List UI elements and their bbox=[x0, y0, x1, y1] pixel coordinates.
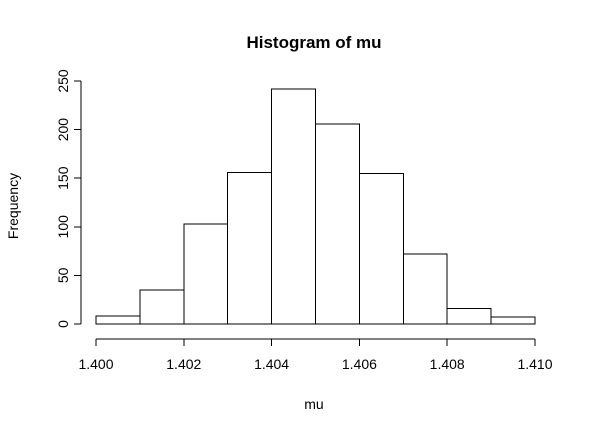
histogram-bar bbox=[183, 223, 229, 325]
histogram-bar bbox=[490, 316, 536, 325]
y-tick-label: 150 bbox=[55, 166, 71, 190]
y-tick-label: 200 bbox=[55, 118, 71, 142]
y-axis: 0 50 100 150 200 250 bbox=[55, 69, 82, 328]
x-tick-label: 1.410 bbox=[517, 356, 552, 372]
histogram-bar bbox=[446, 307, 492, 325]
x-tick-label: 1.406 bbox=[342, 356, 377, 372]
y-tick-label: 50 bbox=[55, 267, 71, 283]
histogram-bar bbox=[315, 123, 360, 325]
histogram-bar bbox=[139, 289, 185, 325]
x-axis-label: mu bbox=[304, 396, 323, 412]
histogram-bar bbox=[358, 172, 404, 325]
chart-title: Histogram of mu bbox=[246, 33, 381, 52]
y-tick-label: 100 bbox=[55, 215, 71, 239]
histogram-bar bbox=[271, 88, 317, 325]
x-tick-label: 1.408 bbox=[430, 356, 465, 372]
histogram-bar bbox=[227, 171, 273, 325]
x-tick-label: 1.400 bbox=[78, 356, 113, 372]
x-tick-label: 1.402 bbox=[166, 356, 201, 372]
y-axis-label: Frequency bbox=[5, 173, 21, 239]
y-tick-label: 0 bbox=[55, 320, 71, 328]
histogram-bar bbox=[95, 315, 141, 325]
histogram-bar bbox=[402, 253, 448, 325]
x-axis: 1.400 1.402 1.404 1.406 1.408 1.410 bbox=[78, 338, 553, 372]
bars-group bbox=[95, 88, 536, 325]
y-tick-label: 250 bbox=[55, 69, 71, 93]
x-tick-label: 1.404 bbox=[254, 356, 289, 372]
